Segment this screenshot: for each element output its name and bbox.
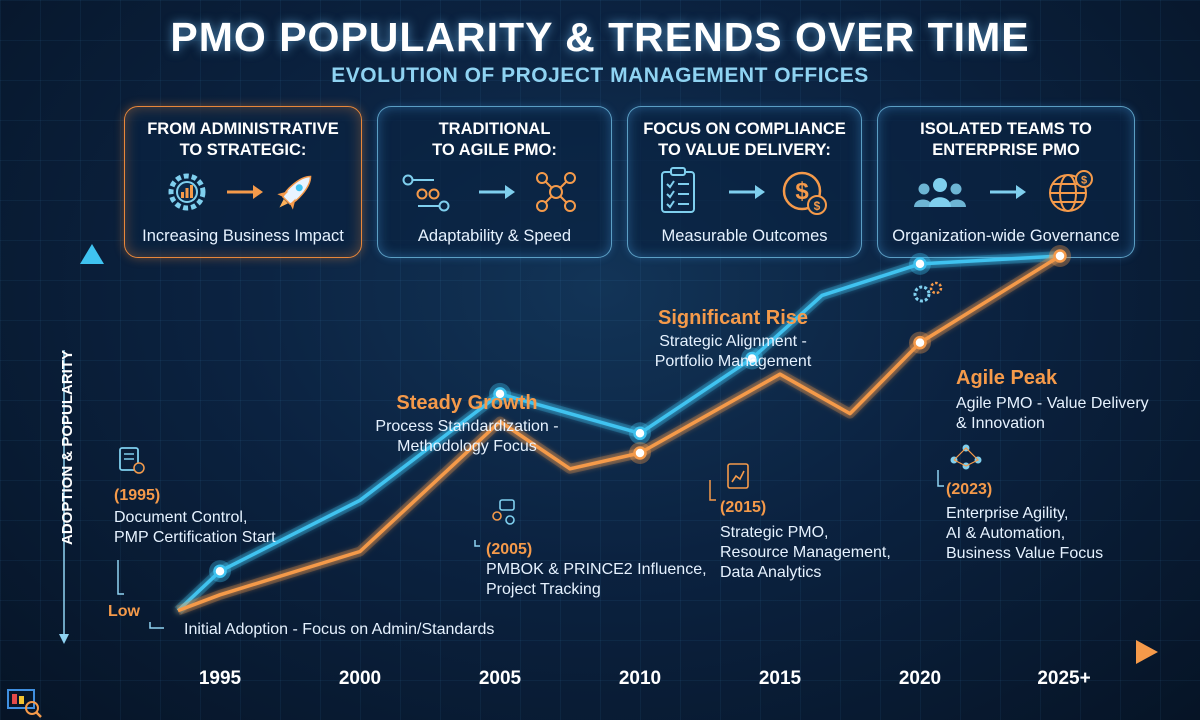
data-point — [209, 560, 231, 583]
card-admin-to-strategic: FROM ADMINISTRATIVE TO STRATEGIC: Increa… — [124, 106, 362, 258]
x-tick-label: 2025+ — [1037, 668, 1090, 689]
annotation-y1995: (1995) — [114, 487, 160, 504]
x-tick-labels: 1995 2000 2005 2010 2015 2020 2025+ — [199, 668, 1091, 689]
annotation-connector — [149, 622, 164, 629]
data-point — [741, 347, 763, 370]
arrow-right-icon — [227, 185, 263, 199]
flowchart-icon — [402, 174, 450, 212]
annotation-connector — [709, 480, 716, 501]
x-tick-label: 1995 — [199, 668, 242, 689]
annotation-initial: Initial Adoption - Focus on Admin/Standa… — [184, 621, 494, 638]
card-traditional-to-agile: TRADITIONAL TO AGILE PMO: Adaptabili — [377, 106, 612, 258]
dollar-coins-icon: $ $ — [782, 171, 827, 215]
card-title: ISOLATED TEAMS TO ENTERPRISE PMO — [920, 120, 1092, 159]
card-title: TRADITIONAL TO AGILE PMO: — [432, 120, 557, 159]
series-line-0 — [176, 254, 1061, 612]
data-point — [489, 382, 511, 405]
x-tick-label: 2010 — [619, 668, 661, 689]
y-low-label: Low — [108, 603, 141, 620]
card-caption: Measurable Outcomes — [661, 227, 828, 245]
annotation-y2005b: PMBOK & PRINCE2 Influence, Project Tracki… — [486, 561, 707, 598]
card-isolated-to-enterprise: ISOLATED TEAMS TO ENTERPRISE PMO $ Organ… — [877, 106, 1135, 258]
svg-text:$: $ — [814, 199, 821, 213]
card-title: FOCUS ON COMPLIANCE TO VALUE DELIVERY: — [643, 120, 846, 159]
analytics-icon — [727, 463, 749, 489]
annotation-connector — [937, 470, 944, 487]
data-point — [909, 252, 931, 275]
annotation-y2005: (2005) — [486, 541, 532, 558]
annotation-rise: Significant Rise — [658, 307, 808, 329]
svg-text:$: $ — [1081, 175, 1087, 187]
rocket-icon — [277, 175, 312, 210]
page-subtitle: EVOLUTION OF PROJECT MANAGEMENT OFFICES — [331, 64, 869, 87]
series-line-1 — [177, 254, 1061, 613]
people-network-icon — [950, 444, 982, 470]
annotation-connector — [474, 540, 480, 547]
x-tick-label: 2000 — [339, 668, 381, 689]
card-icons: $ — [914, 170, 1093, 212]
gear-chart-icon — [168, 173, 206, 211]
annotation-connector — [117, 560, 124, 595]
annotation-y2015b: Strategic PMO, Resource Management, Data A… — [720, 524, 891, 581]
card-caption: Increasing Business Impact — [142, 227, 344, 245]
y-axis-label: ADOPTION & POPULARITY — [59, 350, 76, 545]
document-icon — [119, 447, 145, 474]
card-title: FROM ADMINISTRATIVE TO STRATEGIC: — [147, 120, 339, 159]
card-icons — [168, 173, 312, 211]
annotation-steady: Steady Growth — [396, 392, 537, 414]
annotation-y2015: (2015) — [720, 499, 766, 516]
y-label-bracket-arrow — [59, 634, 69, 644]
page-title: PMO POPULARITY & TRENDS OVER TIME — [170, 14, 1030, 60]
brand-logo — [7, 689, 42, 718]
card-icons — [402, 172, 576, 212]
x-tick-label: 2005 — [479, 668, 522, 689]
card-icons: $ $ — [661, 167, 827, 215]
annotation-icons — [117, 281, 982, 629]
tracking-icon — [492, 499, 515, 525]
card-caption: Adaptability & Speed — [417, 227, 572, 245]
annotation-peak: Agile Peak — [956, 367, 1058, 389]
annotation-peakb: Agile PMO - Value Delivery & Innovation — [956, 395, 1149, 432]
annotation-y2023: (2023) — [946, 481, 992, 498]
card-caption: Organization-wide Governance — [892, 227, 1120, 245]
series-glow-0 — [174, 251, 1061, 615]
gears-icon — [913, 281, 943, 303]
data-point — [909, 331, 931, 354]
arrow-right-icon — [990, 185, 1026, 199]
team-icon — [914, 178, 966, 207]
annotation-y1995b: Document Control, PMP Certification Start — [114, 509, 276, 546]
x-tick-label: 2020 — [899, 668, 941, 689]
arrow-right-icon — [479, 185, 515, 199]
series-glow-1 — [176, 251, 1063, 616]
card-compliance-to-value: FOCUS ON COMPLIANCE TO VALUE DELIVERY: $… — [627, 106, 862, 258]
x-axis-arrow — [1136, 640, 1158, 664]
globe-dollar-icon: $ — [1049, 170, 1093, 212]
svg-text:$: $ — [795, 178, 809, 205]
checklist-icon — [661, 167, 695, 213]
chart-axes: ADOPTION & POPULARITY Low — [59, 244, 1158, 664]
data-point — [629, 442, 651, 464]
series-layer — [174, 251, 1063, 616]
annotations: Initial Adoption - Focus on Admin/Standa… — [114, 307, 1149, 638]
annotation-y2023b: Enterprise Agility, AI & Automation, Busin… — [946, 505, 1103, 562]
network-icon — [536, 172, 576, 212]
y-axis-arrow — [80, 244, 104, 264]
data-point — [629, 422, 651, 445]
arrow-right-icon — [729, 185, 765, 199]
annotation-riseb: Strategic Alignment -Portfolio Managemen… — [655, 333, 812, 370]
x-tick-label: 2015 — [759, 668, 802, 689]
points-layer — [209, 245, 1071, 583]
data-point — [1049, 245, 1071, 267]
annotation-steadyb: Process Standardization -Methodology Foc… — [375, 418, 558, 455]
